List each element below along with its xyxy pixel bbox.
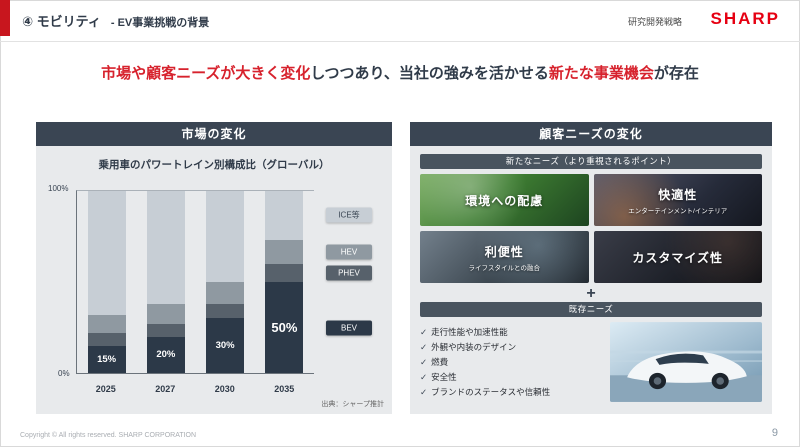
bar-segment-BEV: 30% [206,318,245,373]
needs-panel-title: 顧客ニーズの変化 [410,122,772,146]
chart-legend: BEV PHEV HEV ICE等 [326,190,376,374]
new-needs-header: 新たなニーズ（より重視されるポイント） [420,154,762,169]
red-accent-bar [0,0,10,36]
page-number: 9 [771,427,778,439]
tile-environment: 環境への配慮 [420,174,589,226]
category-label: 研究開発戦略 [627,17,682,27]
existing-need-text: ブランドのステータスや信頼性 [431,387,551,397]
bar-segment-ICE等 [206,191,245,283]
bar-segment-HEV [206,282,245,304]
chart-area: 乗用車のパワートレイン別構成比（グローバル） 100% 0% 15% 20% 30%… [36,146,392,414]
bar-segment-PHEV [265,263,304,282]
headline: 市場や顧客ニーズが大きく変化しつつあり、当社の強みを活かせる新たな事業機会が存在 [0,62,800,83]
bar-segment-PHEV [146,323,185,337]
existing-need-item: ✓ ブランドのステータスや信頼性 [420,385,604,400]
sharp-logo: SHARP [710,9,780,28]
x-tick-2030: 2030 [214,384,235,394]
x-tick-2025: 2025 [95,384,116,394]
tile-comfort-title: 快適性 [658,187,698,202]
legend-ICE等: ICE等 [326,207,372,223]
page-title: ④ モビリティ - EV事業挑戦の背景 [22,11,209,30]
x-tick-2035: 2035 [274,384,295,394]
chart-bar-2035: 50% [265,191,304,373]
bar-segment-ICE等 [146,191,185,304]
page-title-number: ④ モビリティ [22,14,101,29]
chart-bar-2030: 30% [206,191,245,373]
chart-plot: 15% 20% 30% 50% [76,190,314,374]
chart-source: 出典：シャープ推計 [321,401,384,408]
bar-segment-HEV [87,314,126,333]
check-icon: ✓ [420,342,428,352]
existing-need-item: ✓ 安全性 [420,370,604,385]
check-icon: ✓ [420,357,428,367]
chart-title: 乗用車のパワートレイン別構成比（グローバル） [98,159,330,171]
tile-comfort-subtitle: エンターテインメント/インテリア [628,207,728,215]
tile-convenience-subtitle: ライフスタイルとの融合 [468,264,540,272]
existing-needs-list: ✓ 走行性能や加速性能 ✓ 外観や内装のデザイン ✓ 燃費 ✓ 安全性 ✓ ブランドのステ… [420,322,604,402]
existing-need-item: ✓ 外観や内装のデザイン [420,340,604,355]
tile-customize: カスタマイズ性 [593,231,762,283]
needs-panel: 顧客ニーズの変化 新たなニーズ（より重視されるポイント） 環境への配慮 快適性 … [410,122,772,414]
existing-need-text: 走行性能や加速性能 [431,327,508,337]
bar-segment-HEV [146,303,185,324]
existing-need-text: 外観や内装のデザイン [431,342,517,352]
bar-segment-BEV: 15% [87,345,126,373]
legend-HEV: HEV [326,244,372,260]
existing-need-text: 燃費 [431,357,449,367]
copyright: Copyright © All rights reserved. SHARP C… [20,432,197,439]
headline-seg2: しつつあり、当社の強みを活かせる [310,65,549,82]
existing-need-text: 安全性 [431,372,457,382]
chart-bar-2027: 20% [146,191,185,373]
tile-convenience: 利便性 ライフスタイルとの融合 [420,231,589,283]
market-panel: 市場の変化 乗用車のパワートレイン別構成比（グローバル） 100% 0% 15%… [36,122,392,414]
new-needs-tiles: 環境への配慮 快適性 エンターテインメント/インテリア 利便性 ライフスタイルと… [420,174,762,283]
tile-convenience-title: 利便性 [484,244,524,259]
check-icon: ✓ [420,372,428,382]
existing-need-item: ✓ 燃費 [420,355,604,370]
legend-PHEV: PHEV [326,265,372,281]
tile-comfort: 快適性 エンターテインメント/インテリア [593,174,762,226]
bar-segment-ICE等 [265,191,304,241]
concept-car-image [610,322,762,402]
headline-seg4: が存在 [653,65,699,82]
plus-sign: + [586,285,596,302]
chart-bar-2025: 15% [87,191,126,373]
market-panel-title: 市場の変化 [36,122,392,146]
existing-needs-header: 既存ニーズ [420,302,762,317]
bar-segment-BEV: 20% [146,336,185,373]
slide-header: ④ モビリティ - EV事業挑戦の背景 研究開発戦略 SHARP [0,0,800,42]
existing-need-item: ✓ 走行性能や加速性能 [420,325,604,340]
tile-environment-title: 環境への配慮 [465,193,544,208]
legend-BEV: BEV [326,320,372,336]
y-tick-100: 100% [48,184,69,193]
y-tick-0: 0% [58,369,70,378]
bar-segment-BEV: 50% [265,282,304,373]
headline-seg1: 市場や顧客ニーズが大きく変化 [101,65,311,82]
page-title-sub: - EV事業挑戦の背景 [110,17,210,29]
chart-xaxis: 2025 2027 2030 2035 [76,384,314,394]
bar-segment-ICE等 [87,191,126,315]
bar-segment-PHEV [87,332,126,346]
x-tick-2027: 2027 [155,384,176,394]
tile-customize-title: カスタマイズ性 [632,250,724,265]
bar-segment-HEV [265,240,304,264]
check-icon: ✓ [420,327,428,337]
bar-segment-PHEV [206,303,245,319]
headline-seg3: 新たな事業機会 [548,65,654,82]
check-icon: ✓ [420,387,428,397]
